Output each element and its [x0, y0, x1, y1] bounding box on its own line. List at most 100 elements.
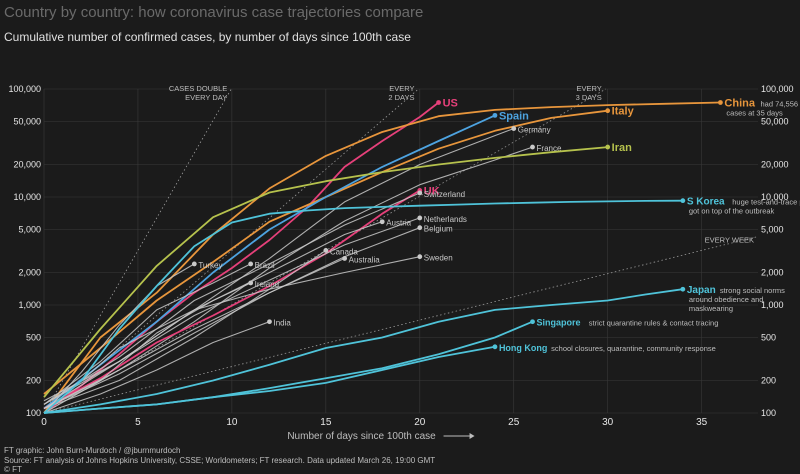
- series-annotation: strong social norms: [720, 286, 785, 295]
- series-label: Hong Kong: [499, 343, 548, 353]
- series-line: [43, 146, 608, 398]
- y-tick-label-right: 10,000: [761, 192, 789, 202]
- series-line: [43, 227, 420, 409]
- doubling-guide-label: CASES DOUBLE: [169, 84, 227, 93]
- series-annotation: around obedience and: [689, 295, 764, 304]
- y-tick-label-left: 100,000: [8, 84, 41, 94]
- series-end-dot: [492, 112, 498, 118]
- y-tick-label-left: 1,000: [18, 300, 41, 310]
- series-label: UK: [424, 185, 440, 197]
- series-end-dot: [680, 286, 686, 292]
- series-label: Switzerland: [424, 190, 465, 199]
- series-label: Germany: [518, 126, 551, 135]
- doubling-guide-label: EVERY WEEK: [705, 236, 754, 245]
- y-tick-label-left: 100: [26, 408, 41, 418]
- series-label: Spain: [499, 110, 529, 122]
- series-label: Austria: [386, 219, 411, 228]
- footer-credit: FT graphic: John Burn-Murdoch / @jburnmu…: [4, 446, 181, 455]
- series-end-dot: [436, 100, 441, 105]
- series-annotation: huge test-and-trace programme: [732, 198, 800, 207]
- series-line: [43, 146, 533, 414]
- footer-source: Source: FT analysis of Johns Hopkins Uni…: [4, 456, 436, 465]
- series-label: France: [537, 144, 562, 153]
- series-end-dot: [605, 108, 611, 114]
- footer-copyright: © FT: [4, 465, 22, 474]
- y-tick-label-right: 2,000: [761, 267, 784, 277]
- x-tick-label: 35: [696, 417, 708, 428]
- series-line: [43, 321, 270, 414]
- series-line: [43, 192, 421, 405]
- series-line: [43, 217, 420, 402]
- series-end-dot: [605, 144, 611, 150]
- series-end-dot: [680, 198, 686, 204]
- y-tick-label-right: 100: [761, 408, 776, 418]
- series-line: [43, 199, 683, 414]
- series-label: Sweden: [424, 254, 453, 263]
- series-label: S Korea: [687, 197, 725, 208]
- series-end-dot: [191, 261, 197, 267]
- series-label: Turkey: [198, 261, 222, 270]
- series-line: [43, 263, 251, 405]
- series-line: [43, 256, 420, 414]
- chart-subtitle: Cumulative number of confirmed cases, by…: [4, 30, 411, 44]
- y-tick-label-left: 50,000: [13, 117, 41, 127]
- y-tick-label-right: 1,000: [761, 300, 784, 310]
- y-tick-label-right: 5,000: [761, 225, 784, 235]
- series-label: Australia: [349, 255, 381, 264]
- series-line: [43, 257, 345, 409]
- series-line: [43, 114, 496, 410]
- x-tick-label: 20: [414, 417, 426, 428]
- series-line: [43, 249, 327, 410]
- series-end-dot: [511, 126, 517, 131]
- series-annotation: got on top of the outbreak: [689, 207, 775, 216]
- chart-title: Country by country: how coronavirus case…: [4, 4, 424, 21]
- x-tick-label: 15: [320, 417, 332, 428]
- series-end-dot: [417, 225, 423, 231]
- y-tick-label-right: 200: [761, 375, 776, 385]
- y-tick-label-left: 5,000: [18, 225, 41, 235]
- series-line: [43, 282, 251, 409]
- series-label: US: [443, 97, 458, 109]
- x-tick-label: 10: [226, 417, 238, 428]
- series-label: Ireland: [255, 280, 279, 289]
- series-label: Canada: [330, 247, 359, 256]
- y-tick-label-left: 10,000: [13, 192, 41, 202]
- series-label: Japan: [687, 285, 716, 296]
- y-tick-label-right: 20,000: [761, 159, 789, 169]
- series-label: Brazil: [255, 261, 275, 270]
- y-tick-label-right: 50,000: [761, 117, 789, 127]
- series-annotation: cases at 35 days: [726, 108, 783, 117]
- series-annotation: strict quarantine rules & contact tracin…: [589, 319, 719, 328]
- series-line: [43, 101, 721, 414]
- series-annotation: had 74,556: [761, 99, 799, 108]
- series-end-dot: [718, 100, 723, 105]
- series-line: [43, 128, 514, 405]
- series-end-dot: [267, 319, 272, 325]
- series-end-dot: [417, 215, 423, 221]
- x-tick-label: 25: [508, 417, 520, 428]
- series-end-dot: [342, 256, 348, 261]
- y-tick-label-left: 20,000: [13, 159, 41, 169]
- doubling-guide-label: EVERY: [389, 84, 414, 93]
- series-line: [43, 101, 440, 414]
- series-label: Italy: [612, 106, 635, 118]
- series-label: India: [273, 319, 291, 328]
- y-tick-label-right: 500: [761, 333, 776, 343]
- series-label: China: [724, 97, 755, 109]
- x-axis-label: Number of days since 100th case: [287, 431, 436, 442]
- doubling-guide-label: EVERY: [576, 84, 601, 93]
- y-tick-label-right: 100,000: [761, 84, 794, 94]
- doubling-guide-line: [43, 236, 759, 414]
- series-end-dot: [417, 190, 423, 196]
- y-tick-label-left: 2,000: [18, 267, 41, 277]
- series-end-dot: [530, 319, 535, 325]
- series-label: Singapore: [537, 318, 581, 328]
- series-label: Netherlands: [424, 215, 467, 224]
- series-end-dot: [248, 261, 254, 267]
- series-line: [43, 345, 496, 414]
- series-end-dot: [248, 280, 254, 286]
- x-tick-label: 5: [135, 417, 141, 428]
- series-label: Belgium: [424, 225, 453, 234]
- series-line: [43, 288, 683, 414]
